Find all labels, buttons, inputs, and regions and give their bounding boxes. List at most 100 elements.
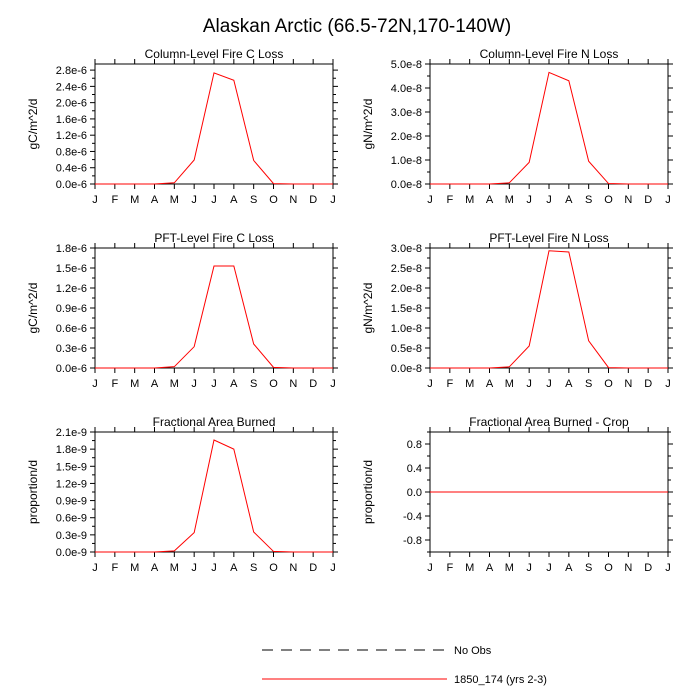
y-tick-label: 1.5e-6 — [56, 263, 87, 275]
x-tick-label: J — [665, 562, 671, 574]
x-tick-label: J — [665, 194, 671, 206]
y-tick-label: 1.2e-9 — [56, 478, 87, 490]
x-tick-label: J — [665, 378, 671, 390]
x-tick-label: N — [289, 378, 297, 390]
x-tick-label: F — [446, 378, 453, 390]
x-tick-label: A — [565, 378, 573, 390]
x-tick-label: J — [546, 562, 552, 574]
x-tick-label: A — [565, 194, 573, 206]
y-tick-label: 1.0e-8 — [391, 323, 422, 335]
y-tick-label: 0.8 — [407, 439, 422, 451]
plot-frame — [94, 431, 334, 553]
x-tick-label: J — [546, 378, 552, 390]
x-tick-label: S — [585, 562, 592, 574]
y-tick-label: 0.0e-6 — [56, 363, 87, 375]
y-tick-label: 0.9e-6 — [56, 303, 87, 315]
x-tick-label: F — [446, 194, 453, 206]
series-line — [95, 265, 333, 369]
x-tick-label: J — [427, 194, 433, 206]
x-tick-label: J — [92, 194, 98, 206]
y-tick-label: 1.0e-8 — [391, 155, 422, 167]
y-tick-label: 0.0e-9 — [56, 547, 87, 559]
series-line — [95, 72, 333, 185]
y-tick-label: 1.6e-6 — [56, 114, 87, 126]
y-tick-label: 0.3e-9 — [56, 530, 87, 542]
x-tick-label: O — [269, 194, 278, 206]
y-tick-label: 5.0e-8 — [391, 59, 422, 71]
y-tick-label: 2.1e-9 — [56, 427, 87, 439]
x-tick-label: S — [250, 562, 257, 574]
x-tick-label: M — [170, 562, 179, 574]
x-tick-label: M — [465, 562, 474, 574]
x-tick-label: O — [269, 562, 278, 574]
y-axis-label: gC/m^2/d — [26, 99, 40, 150]
figure-title: Alaskan Arctic (66.5-72N,170-140W) — [203, 16, 511, 37]
x-tick-label: N — [624, 378, 632, 390]
y-axis-label: proportion/d — [361, 460, 375, 524]
x-tick-label: N — [289, 562, 297, 574]
x-tick-label: F — [111, 194, 118, 206]
y-tick-label: 0.5e-8 — [391, 343, 422, 355]
x-tick-label: M — [505, 378, 514, 390]
x-tick-label: J — [191, 562, 197, 574]
y-axis-label: proportion/d — [26, 460, 40, 524]
x-tick-label: J — [526, 562, 532, 574]
x-tick-label: F — [446, 562, 453, 574]
y-tick-label: 0.8e-6 — [56, 146, 87, 158]
x-tick-label: M — [465, 194, 474, 206]
x-tick-label: S — [585, 194, 592, 206]
x-tick-label: D — [644, 194, 652, 206]
legend-label-model: 1850_174 (yrs 2-3) — [454, 674, 547, 686]
y-tick-label: 2.0e-8 — [391, 131, 422, 143]
x-tick-label: J — [546, 194, 552, 206]
x-tick-label: A — [230, 378, 238, 390]
y-tick-label: 0.0 — [407, 487, 422, 499]
x-tick-label: A — [486, 562, 494, 574]
x-tick-label: J — [330, 378, 336, 390]
x-tick-label: F — [111, 378, 118, 390]
y-tick-label: 0.0e-6 — [56, 179, 87, 191]
y-tick-label: 2.0e-8 — [391, 283, 422, 295]
y-tick-label: 0.6e-9 — [56, 513, 87, 525]
x-tick-label: D — [309, 378, 317, 390]
x-tick-label: M — [130, 378, 139, 390]
y-tick-label: 1.2e-6 — [56, 283, 87, 295]
x-tick-label: J — [427, 378, 433, 390]
y-axis-label: gN/m^2/d — [361, 283, 375, 334]
x-tick-label: J — [330, 562, 336, 574]
plot-frame — [429, 247, 669, 369]
y-tick-label: -0.8 — [403, 535, 422, 547]
panel-title: Column-Level Fire N Loss — [480, 47, 619, 61]
x-tick-label: M — [465, 378, 474, 390]
y-tick-label: 3.0e-8 — [391, 243, 422, 255]
y-tick-label: 0.9e-9 — [56, 496, 87, 508]
plot-frame — [429, 63, 669, 185]
x-tick-label: D — [644, 562, 652, 574]
x-tick-label: D — [309, 562, 317, 574]
series-line — [95, 439, 333, 553]
panel-title: Fractional Area Burned - Crop — [469, 415, 629, 429]
panel-title: PFT-Level Fire C Loss — [154, 231, 273, 245]
y-tick-label: 1.2e-6 — [56, 130, 87, 142]
x-tick-label: A — [230, 562, 238, 574]
x-tick-label: O — [269, 378, 278, 390]
x-tick-label: A — [486, 194, 494, 206]
x-tick-label: D — [644, 378, 652, 390]
y-tick-label: 1.8e-6 — [56, 243, 87, 255]
x-tick-label: A — [151, 194, 159, 206]
x-tick-label: A — [486, 378, 494, 390]
plot-frame — [94, 63, 334, 185]
y-tick-label: 2.5e-8 — [391, 263, 422, 275]
y-tick-label: 4.0e-8 — [391, 83, 422, 95]
y-tick-label: 1.5e-8 — [391, 303, 422, 315]
x-tick-label: J — [211, 378, 217, 390]
y-tick-label: 0.3e-6 — [56, 343, 87, 355]
x-tick-label: J — [191, 194, 197, 206]
x-tick-label: A — [151, 562, 159, 574]
y-tick-label: 0.4e-6 — [56, 163, 87, 175]
y-tick-label: 0.6e-6 — [56, 323, 87, 335]
x-tick-label: S — [585, 378, 592, 390]
